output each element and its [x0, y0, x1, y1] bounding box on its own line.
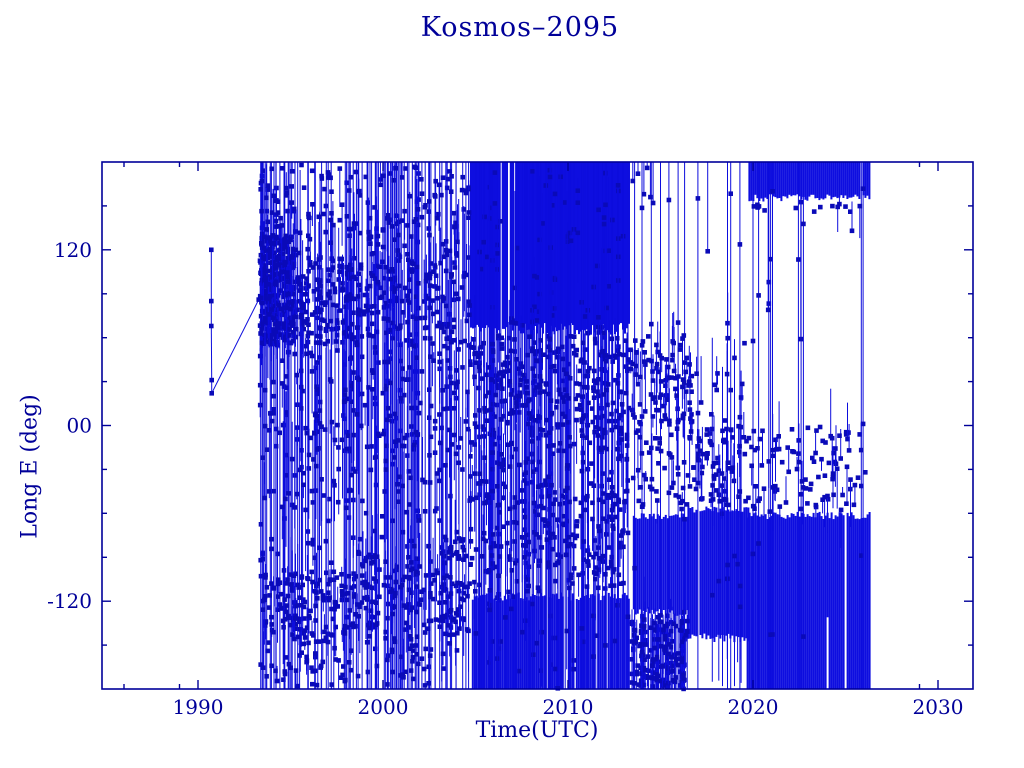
y-tick-label: -120	[47, 589, 92, 613]
chart-title: Kosmos–2095	[420, 12, 620, 43]
y-axis-title: Long E (deg)	[17, 394, 43, 539]
y-tick-label: 00	[67, 414, 92, 438]
x-tick-label: 2000	[358, 695, 409, 719]
y-tick-label: 120	[54, 238, 92, 262]
x-tick-label: 2020	[728, 695, 779, 719]
x-tick-label: 1990	[173, 695, 224, 719]
x-axis-title: Time(UTC)	[475, 718, 599, 743]
x-tick-label: 2010	[543, 695, 594, 719]
x-tick-label: 2030	[913, 695, 964, 719]
